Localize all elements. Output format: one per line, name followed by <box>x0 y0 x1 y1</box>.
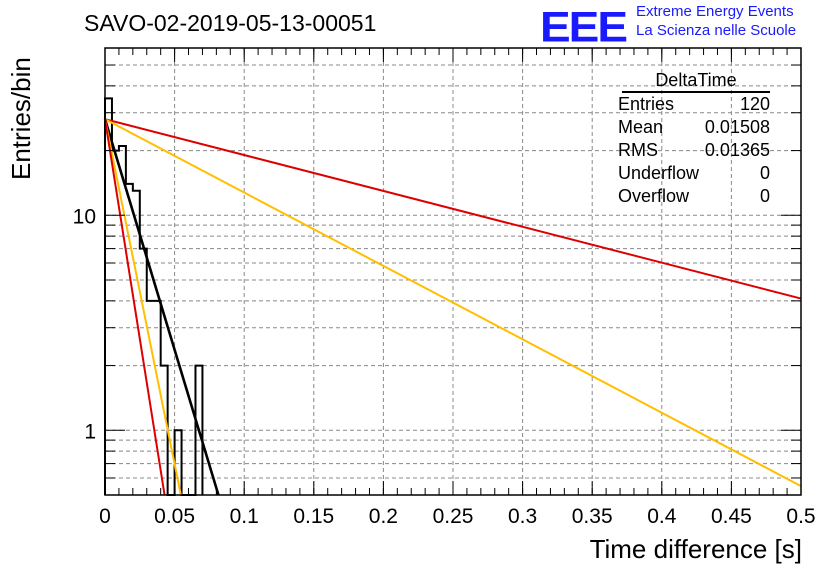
stats-row-overflow: Overflow 0 <box>612 185 778 208</box>
fit-curves <box>103 118 802 496</box>
x-tick-label: 0.1 <box>230 505 259 528</box>
x-tick-label: 0.4 <box>647 505 677 528</box>
x-tick-label: 0.2 <box>369 505 398 528</box>
stats-title: DeltaTime <box>622 70 770 93</box>
stats-label: Underflow <box>618 163 700 183</box>
x-tick-label: 0.45 <box>711 505 752 528</box>
x-tick-label: 0.3 <box>508 505 537 528</box>
x-tick-label: 0 <box>99 505 111 528</box>
stats-value: 0.01365 <box>704 140 770 160</box>
stats-label: RMS <box>618 140 658 160</box>
stats-label: Mean <box>618 117 664 137</box>
x-tick-label: 0.5 <box>786 505 815 528</box>
fit-curve-4 <box>104 119 166 496</box>
stats-value: 120 <box>739 94 770 114</box>
y-axis-label: Entries/bin <box>6 57 36 180</box>
eee-logo: EEE <box>540 2 628 51</box>
chart-title: SAVO-02-2019-05-13-00051 <box>84 10 377 36</box>
x-tick-label: 0.35 <box>572 505 613 528</box>
histogram-bars <box>104 97 204 496</box>
axis-tick-labels: 0 0.05 0.1 0.15 0.2 0.25 0.3 0.35 0.4 0.45 0.5 1 10 <box>73 205 816 528</box>
stats-row-rms: RMS 0.01365 <box>612 139 778 162</box>
stats-value: 0 <box>759 186 770 206</box>
stats-row-entries: Entries 120 <box>612 93 778 116</box>
stats-box: DeltaTime Entries 120 Mean 0.01508 RMS 0… <box>612 70 778 208</box>
fit-curve-0 <box>104 118 802 300</box>
fit-curve-3 <box>104 118 182 496</box>
x-axis-label: Time difference [s] <box>589 534 802 564</box>
fit-curve-2 <box>103 118 220 496</box>
stats-label: Overflow <box>618 186 690 206</box>
y-tick-label: 10 <box>73 205 96 228</box>
x-tick-label: 0.25 <box>433 505 474 528</box>
fit-curve-1 <box>104 118 802 487</box>
stats-value: 0.01508 <box>704 117 770 137</box>
histogram-bin <box>119 146 126 495</box>
stats-row-underflow: Underflow 0 <box>612 162 778 185</box>
logo-subtitle-2: La Scienza nelle Scuole <box>636 22 797 39</box>
axis-ticks <box>104 47 802 496</box>
stats-label: Entries <box>618 94 675 114</box>
x-tick-label: 0.05 <box>154 505 195 528</box>
histogram-outline <box>104 97 204 496</box>
x-tick-label: 0.15 <box>293 505 334 528</box>
stats-row-mean: Mean 0.01508 <box>612 116 778 139</box>
stats-value: 0 <box>759 163 770 183</box>
y-tick-label: 1 <box>84 420 96 443</box>
logo-subtitle-1: Extreme Energy Events <box>636 3 794 20</box>
